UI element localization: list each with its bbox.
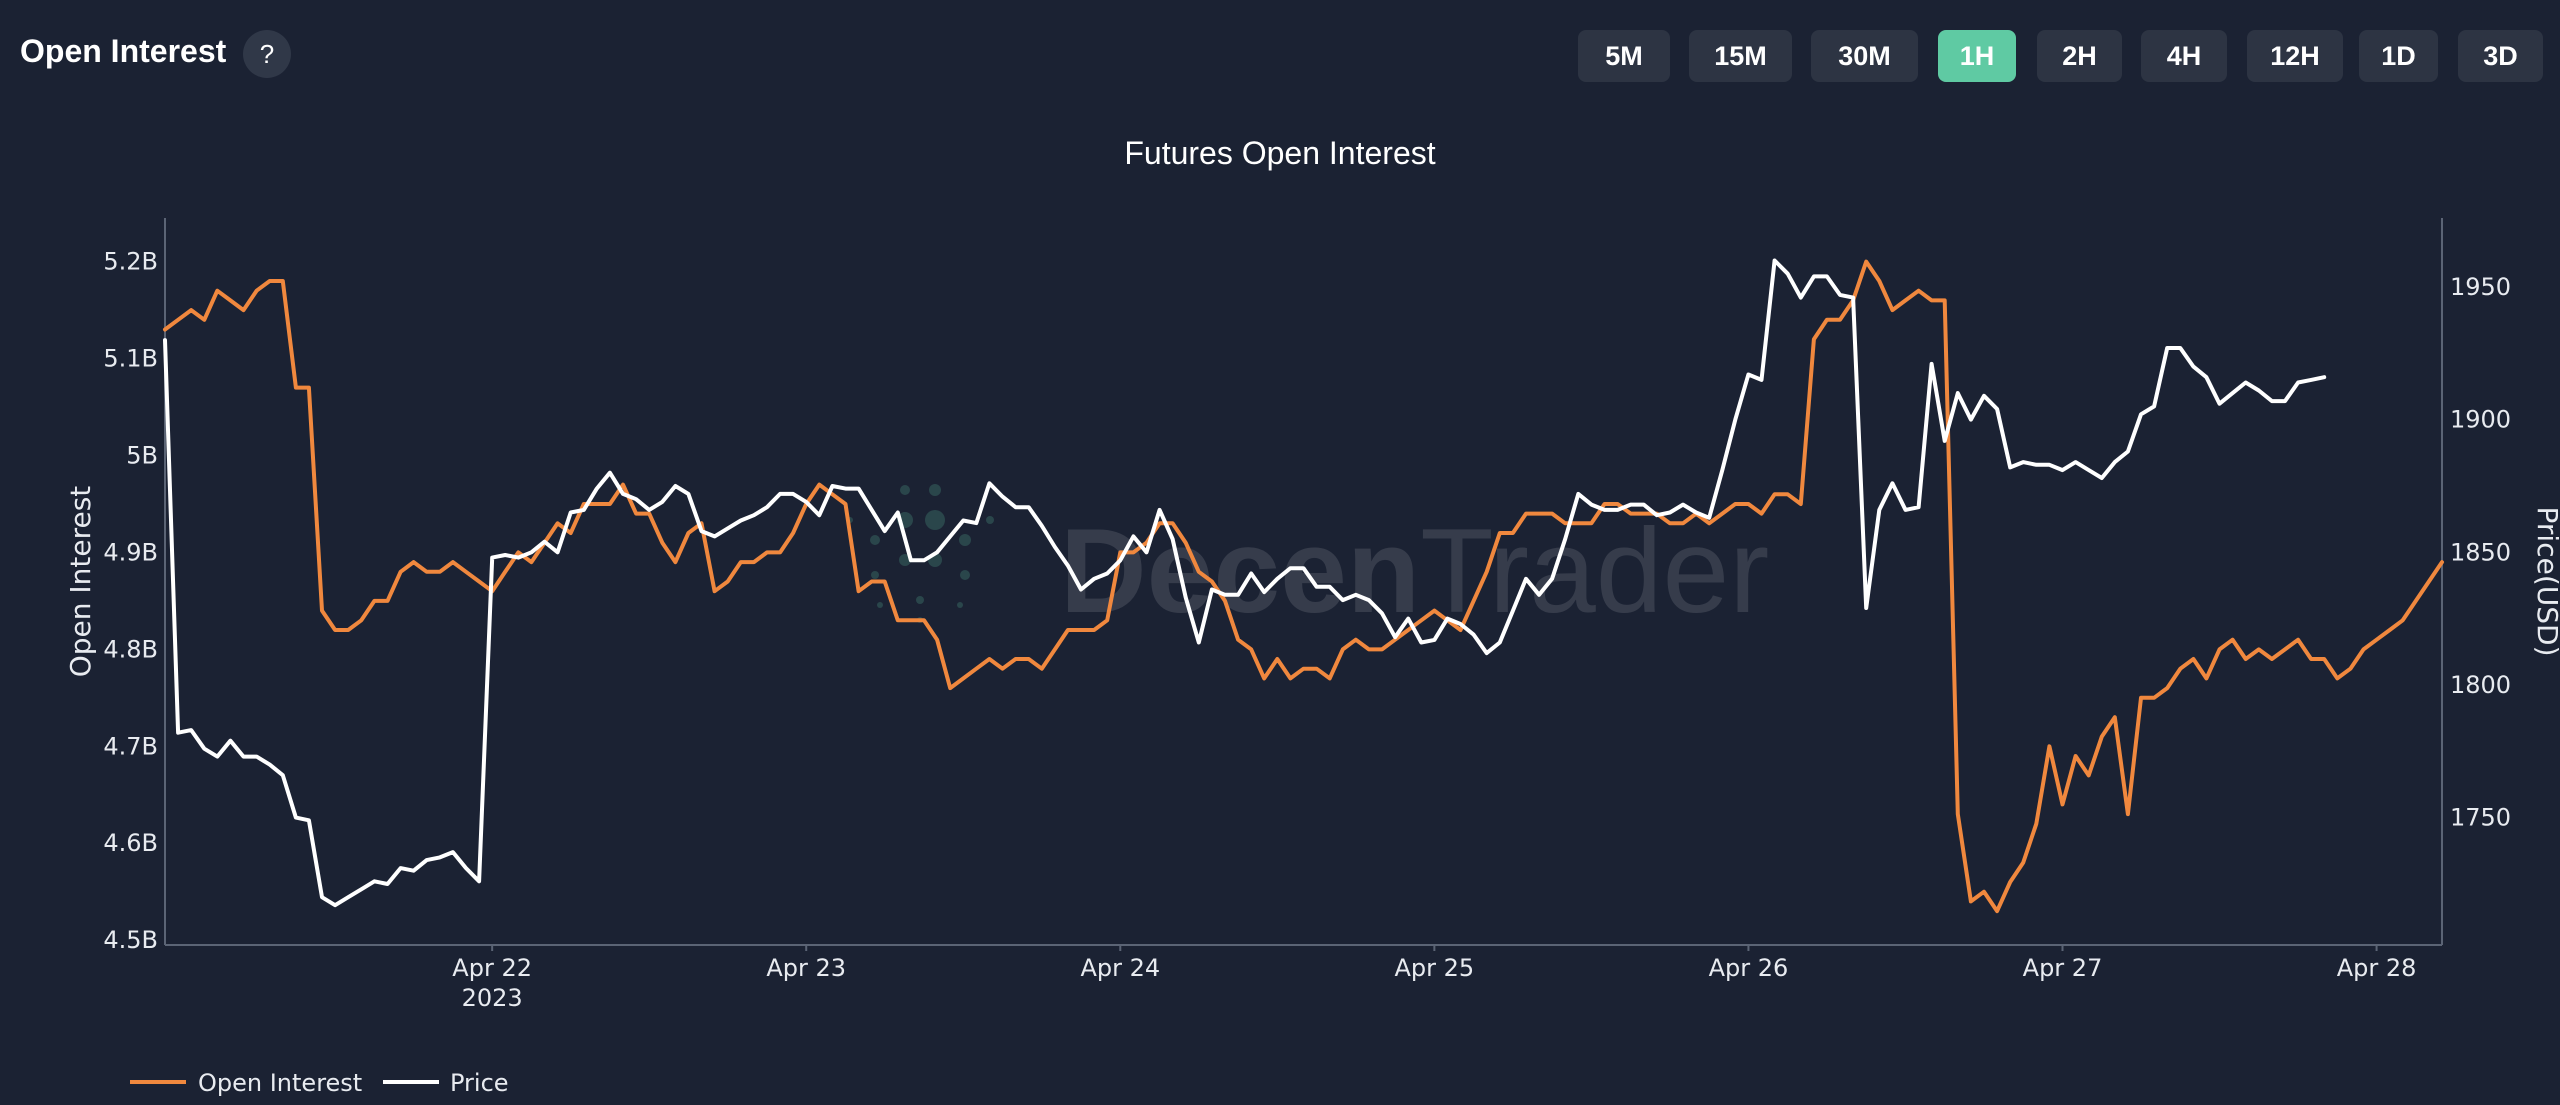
chart-axes: 4.5B 4.6B 4.7B 4.8B 4.9B 5B 5.1B 5.2B 1750 1800 18… [64,218,2560,1012]
watermark-dot [925,510,945,530]
y-right-tick-label: 1850 [2450,538,2511,566]
timeframe-button-15m[interactable]: 15M [1689,30,1792,82]
x-tick-label: Apr 25 [1395,954,1475,982]
y-left-axis-title: Open Interest [64,486,97,678]
watermark-dot [929,484,941,496]
x-tick-label: Apr 24 [1080,954,1160,982]
decentrader-watermark: DecenTrader [847,484,1769,638]
y-right-tick-label: 1750 [2450,804,2511,832]
watermark-dot [916,596,924,604]
y-left-tick-label: 4.6B [103,829,158,857]
x-tick-label: Apr 23 [766,954,846,982]
watermark-text-bold: Decen [1060,504,1420,638]
x-tick-label: Apr 22 [452,954,532,982]
timeframe-button-2h[interactable]: 2H [2037,30,2122,82]
timeframe-button-1d[interactable]: 1D [2359,30,2438,82]
watermark-text: DecenTrader [1060,504,1769,638]
y-right-axis-title: Price(USD) [2531,507,2560,657]
series-line-price [163,258,2327,908]
legend-label[interactable]: Price [450,1069,509,1097]
watermark-dot [960,570,970,580]
y-left-tick-label: 5B [126,441,158,469]
watermark-dot [871,571,879,579]
watermark-dot [986,516,994,524]
watermark-dot [900,485,910,495]
watermark-dot [870,535,880,545]
watermark-dot [877,602,883,608]
y-left-tick-label: 5.2B [103,248,158,276]
watermark-dot [959,534,971,546]
y-left-tick-label: 4.7B [103,732,158,760]
y-left-tick-label: 4.9B [103,538,158,566]
x-tick-label: Apr 26 [1709,954,1789,982]
y-right-tick-label: 1800 [2450,671,2511,699]
header-bar: Open Interest ? 5M 15M 30M 1H 2H 4H 12H 1D 3D [0,0,2560,110]
timeframe-button-1h[interactable]: 1H [1938,30,2016,82]
watermark-dot [957,602,963,608]
timeframe-button-3d[interactable]: 3D [2458,30,2543,82]
y-left-tick-label: 5.1B [103,345,158,373]
x-tick-label: Apr 28 [2337,954,2417,982]
y-right-tick-label: 1900 [2450,406,2511,434]
y-right-tick-label: 1950 [2450,273,2511,301]
timeframe-button-4h[interactable]: 4H [2141,30,2227,82]
y-left-tick-label: 4.5B [103,926,158,954]
chart-title: Futures Open Interest [1124,135,1435,171]
x-tick-sublabel: 2023 [462,984,523,1012]
x-tick-label: Apr 27 [2023,954,2103,982]
timeframe-button-12h[interactable]: 12H [2247,30,2343,82]
legend-label[interactable]: Open Interest [198,1069,362,1097]
help-button[interactable]: ? [243,30,291,78]
chart-legend: Open Interest Price [130,1069,509,1097]
timeframe-button-5m[interactable]: 5M [1578,30,1670,82]
watermark-text-light: Trader [1420,504,1769,638]
chart-series [163,258,2444,914]
timeframe-button-30m[interactable]: 30M [1811,30,1918,82]
page-title: Open Interest [20,33,227,69]
y-left-tick-label: 4.8B [103,635,158,663]
